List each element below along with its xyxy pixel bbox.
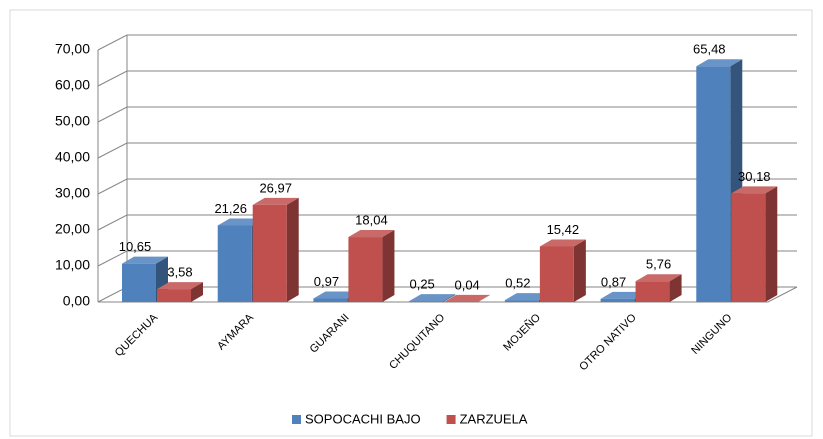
bar-face <box>539 246 574 302</box>
bar-face <box>286 197 299 302</box>
bar <box>731 186 778 302</box>
bar-face <box>348 230 395 238</box>
y-tick-label: 0,00 <box>63 293 90 309</box>
bar <box>444 294 491 302</box>
grid-line <box>97 178 797 195</box>
data-label: 65,48 <box>693 42 726 57</box>
bar-face <box>409 301 444 302</box>
data-label: 0,97 <box>314 274 339 289</box>
bar-face <box>765 186 778 302</box>
bar-face <box>122 263 156 302</box>
x-tick-label: QUECHUA <box>113 311 161 359</box>
data-label: 3,58 <box>167 265 192 280</box>
x-tick-label: OTRO NATIVO <box>577 311 639 373</box>
data-label: 0,04 <box>454 277 479 292</box>
grid-line <box>97 106 797 123</box>
data-label: 5,76 <box>646 257 671 272</box>
data-label: 21,26 <box>214 201 247 216</box>
bar-face <box>478 294 491 302</box>
bar <box>252 197 299 302</box>
bar-face <box>443 294 456 302</box>
bar <box>539 239 586 302</box>
bar <box>409 294 456 302</box>
bar-face <box>313 291 360 299</box>
grid-line <box>97 70 797 87</box>
bar-face <box>504 300 539 302</box>
data-label: 18,04 <box>355 212 388 227</box>
grid-line <box>97 142 797 159</box>
bar-face <box>217 218 264 226</box>
x-tick-label: GUARANI <box>308 312 352 356</box>
y-tick-label: 60,00 <box>55 77 90 93</box>
bar-face <box>635 274 682 282</box>
bar-face <box>573 239 586 302</box>
bar-face <box>313 298 348 302</box>
bar-face <box>444 294 491 302</box>
data-label: 0,25 <box>409 277 434 292</box>
y-tick-label: 10,00 <box>55 257 90 273</box>
bar-face <box>157 282 203 290</box>
bar-face <box>191 282 203 302</box>
bar-face <box>600 298 635 302</box>
x-tick-label: CHUQUITANO <box>387 311 448 372</box>
bar-face <box>539 239 586 247</box>
bar-face <box>217 225 252 302</box>
y-tick-label: 20,00 <box>55 221 90 237</box>
y-tick-label: 70,00 <box>55 41 90 57</box>
bar-face <box>409 294 456 302</box>
data-label: 0,87 <box>601 274 626 289</box>
grid-line <box>97 250 797 267</box>
bar-face <box>635 281 670 302</box>
bar-face <box>669 274 682 302</box>
data-label: 0,52 <box>505 276 530 291</box>
bar-face <box>731 193 766 302</box>
data-label: 26,97 <box>259 180 292 195</box>
legend-swatch <box>446 415 456 424</box>
bar-face <box>382 230 395 302</box>
bar-face <box>157 289 191 302</box>
legend-label: SOPOCACHI BAJO <box>305 411 421 426</box>
bar-face <box>252 204 287 302</box>
bar-face <box>348 237 383 302</box>
x-tick-label: MOJEÑO <box>501 311 544 354</box>
bar-face <box>731 186 778 194</box>
bar-face <box>696 59 743 67</box>
y-tick-label: 30,00 <box>55 185 90 201</box>
bar <box>635 274 682 302</box>
chart-border <box>9 9 813 437</box>
bar <box>696 59 743 302</box>
grid-line <box>97 214 797 231</box>
data-label: 30,18 <box>738 169 771 184</box>
legend-label: ZARZUELA <box>460 411 528 426</box>
x-tick-label: NINGUNO <box>689 311 735 357</box>
bar <box>348 230 395 302</box>
bar-face <box>600 291 647 299</box>
bar-face <box>252 197 299 205</box>
bar <box>157 282 203 302</box>
y-tick-label: 40,00 <box>55 149 90 165</box>
bar-face <box>122 256 168 264</box>
bar-face <box>504 293 551 301</box>
legend-swatch <box>292 415 301 424</box>
data-label: 10,65 <box>119 239 152 254</box>
bar-face <box>696 66 731 302</box>
data-label: 15,42 <box>547 222 580 237</box>
y-tick-label: 50,00 <box>55 113 90 129</box>
grid-line <box>97 34 797 51</box>
x-tick-label: AYMARA <box>215 311 256 352</box>
